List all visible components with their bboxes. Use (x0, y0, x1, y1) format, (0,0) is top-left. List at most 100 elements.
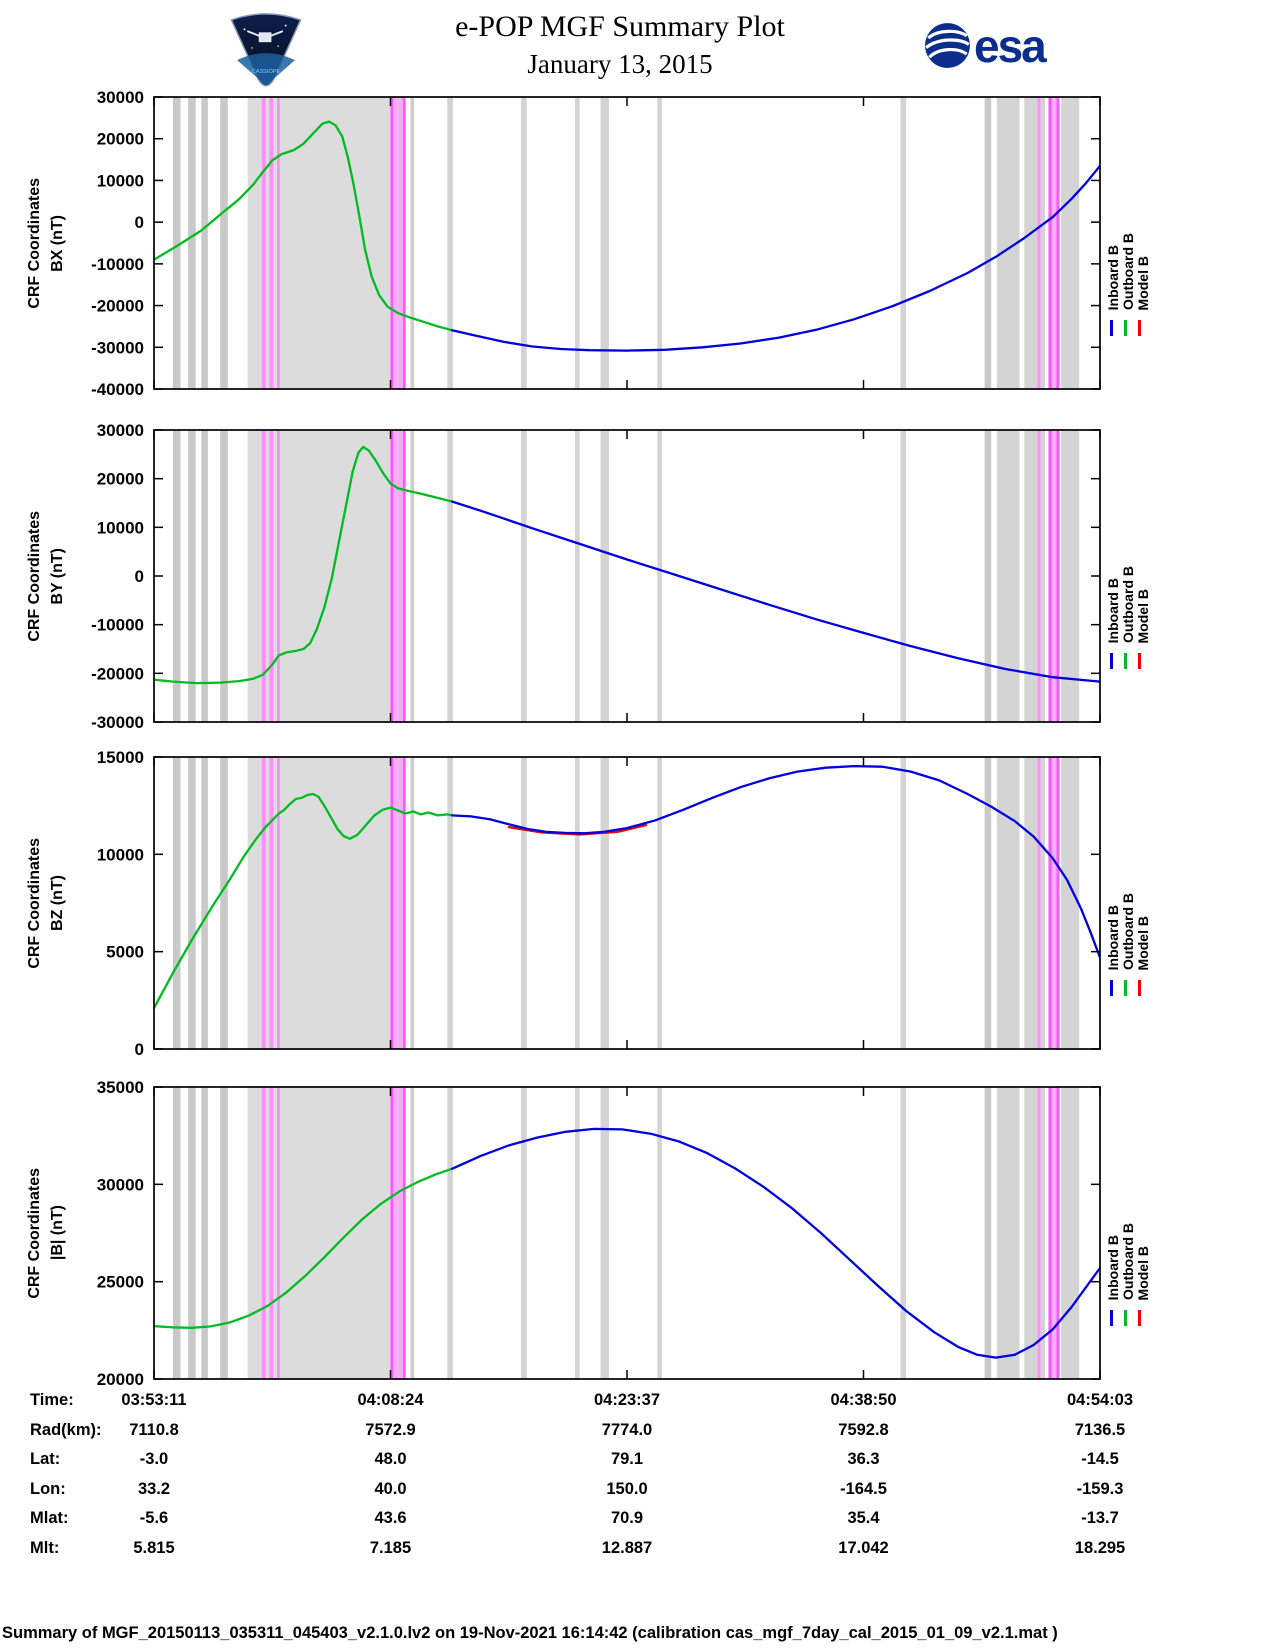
axis-table-value: 7774.0 (601, 1420, 653, 1439)
svg-text:20000: 20000 (97, 1370, 144, 1386)
axis-table-row-label: Lon: (30, 1479, 66, 1498)
axis-table-value: 36.3 (847, 1450, 880, 1468)
axis-table-value: 12.887 (601, 1538, 653, 1557)
legend-bmag: Inboard B Outboard B Model B (1105, 1080, 1170, 1386)
y-axis-label-coord: CRF Coordinates (26, 1167, 43, 1299)
axis-table-row: Lat: -3.0 48.0 79.1 36.3 -14.5 (0, 1450, 1275, 1480)
legend-model-label: Model B (1135, 588, 1151, 643)
panel-bx: CRF Coordinates BX (nT) -40000 -30000 -200… (0, 90, 1275, 396)
legend-markers (1110, 653, 1141, 669)
plot-title: e-POP MGF Summary Plot (455, 10, 785, 43)
plot-bx: -40000 -30000 -20000 -10000 0 10000 20000 30000 (91, 90, 1101, 396)
svg-text:-20000: -20000 (91, 664, 144, 683)
axis-table-value: -13.7 (1081, 1509, 1119, 1527)
y-axis-label-bz: CRF Coordinates BZ (nT) (25, 750, 67, 1056)
y-axis-label-bx: CRF Coordinates BX (nT) (25, 90, 67, 396)
svg-text:0: 0 (135, 213, 144, 232)
axis-table-row-label: Mlt: (30, 1538, 60, 1557)
svg-text:-30000: -30000 (91, 338, 144, 357)
y-axis-label-by: CRF Coordinates BY (nT) (25, 423, 67, 729)
axis-table-value: 7592.8 (838, 1420, 889, 1439)
esa-globe-icon (925, 23, 970, 68)
legend-model-marker (1138, 653, 1141, 669)
legend-inboard-label: Inboard B (1105, 904, 1121, 970)
svg-text:-10000: -10000 (91, 255, 144, 274)
axis-table: Time: 03:53:11 04:08:24 04:23:37 04:38:50 04:… (0, 1391, 1275, 1568)
esa-logo-text: esa (974, 19, 1047, 72)
svg-text:-40000: -40000 (91, 380, 144, 396)
plot-bz: 0 5000 10000 15000 (97, 750, 1101, 1056)
axis-table-value: 7110.8 (129, 1420, 179, 1439)
legend-outboard-marker (1124, 1310, 1127, 1326)
footer-summary: Summary of MGF_20150113_035311_045403_v2… (2, 1624, 1058, 1642)
axis-table-row: Lon: 33.2 40.0 150.0 -164.5 -159.3 (0, 1480, 1275, 1510)
axis-table-value: 48.0 (374, 1450, 407, 1468)
svg-text:20000: 20000 (97, 470, 144, 489)
plot-date: January 13, 2015 (527, 49, 713, 79)
svg-text:15000: 15000 (97, 750, 144, 767)
svg-text:5000: 5000 (106, 943, 144, 962)
axis-table-row-label: Lat: (30, 1450, 61, 1468)
legend-by: Inboard B Outboard B Model B (1105, 423, 1170, 729)
legend-inboard-marker (1110, 980, 1113, 996)
legend-model-marker (1138, 320, 1141, 336)
svg-text:-30000: -30000 (91, 713, 144, 729)
panel-by: CRF Coordinates BY (nT) -30000 -20000 -100… (0, 423, 1275, 729)
axis-table-value: 04:54:03 (1066, 1391, 1134, 1409)
axis-table-value: 7136.5 (1074, 1420, 1126, 1439)
axis-table-value: 17.042 (838, 1538, 889, 1557)
axis-table-value: -14.5 (1081, 1450, 1119, 1468)
axis-table-row-label: Mlat: (30, 1509, 69, 1527)
legend-outboard-label: Outboard B (1120, 566, 1136, 643)
svg-text:-10000: -10000 (91, 616, 144, 635)
axis-table-value: 40.0 (374, 1479, 407, 1498)
legend-inboard-label: Inboard B (1105, 1234, 1121, 1300)
axis-table-row-label: Rad(km): (30, 1420, 102, 1439)
axis-table-value: 03:53:11 (121, 1391, 187, 1409)
legend-markers (1110, 320, 1141, 336)
axis-table-value: 43.6 (374, 1509, 407, 1527)
legend-inboard-marker (1110, 1310, 1113, 1326)
legend-labels: Inboard B Outboard B Model B (1105, 475, 1151, 643)
axis-table-value: 7572.9 (365, 1420, 416, 1439)
legend-markers (1110, 980, 1141, 996)
legend-labels: Inboard B Outboard B Model B (1105, 142, 1151, 310)
axis-table-row: Rad(km): 7110.8 7572.9 7774.0 7592.8 7136.5 (0, 1421, 1275, 1451)
axis-table-row: Mlt: 5.815 7.185 12.887 17.042 18.295 (0, 1539, 1275, 1569)
axis-table-value: -159.3 (1076, 1479, 1124, 1498)
svg-text:25000: 25000 (97, 1273, 144, 1292)
axis-table-value: 35.4 (847, 1509, 880, 1527)
svg-text:30000: 30000 (97, 90, 144, 107)
legend-outboard-marker (1124, 320, 1127, 336)
axis-table-value: 79.1 (610, 1450, 644, 1468)
svg-text:-20000: -20000 (91, 297, 144, 316)
legend-labels: Inboard B Outboard B Model B (1105, 802, 1151, 970)
axis-table-row-label: Time: (30, 1391, 74, 1409)
axis-table-value: 04:23:37 (593, 1391, 661, 1409)
legend-inboard-label: Inboard B (1105, 244, 1121, 310)
legend-inboard-marker (1110, 653, 1113, 669)
svg-text:20000: 20000 (97, 130, 144, 149)
legend-bz: Inboard B Outboard B Model B (1105, 750, 1170, 1056)
svg-text:10000: 10000 (97, 845, 144, 864)
axis-table-value: -164.5 (840, 1479, 887, 1498)
legend-model-label: Model B (1135, 255, 1151, 310)
esa-logo: esa (924, 19, 1047, 72)
legend-inboard-marker (1110, 320, 1113, 336)
svg-text:30000: 30000 (97, 423, 144, 440)
plot-bmag: 20000 25000 30000 35000 (97, 1080, 1101, 1386)
legend-model-label: Model B (1135, 915, 1151, 970)
axis-table-value: 04:38:50 (830, 1391, 897, 1409)
axis-table-value: 70.9 (610, 1509, 644, 1527)
svg-text:10000: 10000 (97, 518, 144, 537)
axis-table-value: 33.2 (137, 1479, 171, 1498)
legend-inboard-label: Inboard B (1105, 577, 1121, 643)
axis-table-value: 04:08:24 (357, 1391, 424, 1409)
axis-table-value: 5.815 (133, 1538, 175, 1557)
legend-outboard-marker (1124, 653, 1127, 669)
panel-bmag: CRF Coordinates |B| (nT) 20000 25000 30000… (0, 1080, 1275, 1386)
cassiope-mission-patch-icon: CASSIOPE (230, 13, 302, 87)
legend-outboard-marker (1124, 980, 1127, 996)
y-axis-label-coord: CRF Coordinates (26, 510, 43, 642)
axis-table-value: 150.0 (606, 1479, 648, 1498)
